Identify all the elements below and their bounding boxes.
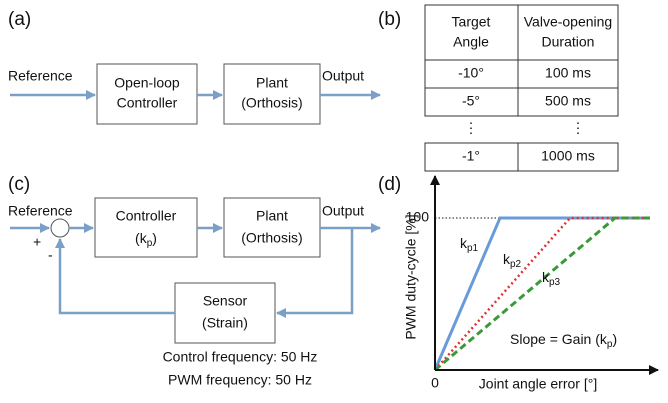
panel-label: (b) bbox=[378, 9, 401, 30]
sign: + bbox=[33, 234, 41, 250]
block-text: Controller bbox=[117, 95, 178, 111]
panel-label: (c) bbox=[8, 174, 30, 195]
panel-b: (b) Target Angle Valve-opening Duration … bbox=[378, 4, 619, 172]
cell: -1° bbox=[462, 148, 480, 164]
panel-a: (a) Reference Open-loop Controller Plant… bbox=[8, 9, 381, 125]
table-row bbox=[424, 59, 619, 89]
block-text: Controller bbox=[116, 208, 177, 224]
sign: - bbox=[48, 247, 53, 263]
header-text: Target bbox=[452, 14, 491, 30]
note: PWM frequency: 50 Hz bbox=[168, 372, 312, 388]
summing-junction bbox=[50, 218, 70, 238]
block bbox=[223, 197, 321, 258]
panel-label: (d) bbox=[378, 174, 401, 195]
slope-note: Slope = Gain (kp) bbox=[510, 331, 617, 350]
input-label: Reference bbox=[8, 68, 73, 84]
table-header bbox=[424, 4, 619, 61]
input-label: Reference bbox=[8, 203, 73, 219]
y-tick-label: 100 bbox=[406, 209, 430, 225]
origin-label: 0 bbox=[431, 375, 439, 391]
curve-label: kp2 bbox=[503, 251, 522, 270]
block-text: Open-loop bbox=[114, 75, 180, 91]
panel-label: (a) bbox=[8, 9, 31, 30]
feedback-arrow bbox=[276, 228, 354, 318]
x-axis-label: Joint angle error [°] bbox=[479, 376, 597, 392]
cell: 500 ms bbox=[545, 93, 591, 109]
header-text: Angle bbox=[453, 34, 489, 50]
header-text: Duration bbox=[542, 34, 595, 50]
output-label: Output bbox=[322, 68, 364, 84]
block-text: (Orthosis) bbox=[241, 95, 302, 111]
block bbox=[94, 197, 198, 258]
block-text: (Strain) bbox=[202, 315, 248, 331]
cell: 100 ms bbox=[545, 65, 591, 81]
table-row bbox=[424, 87, 619, 117]
curve-label: kp1 bbox=[460, 235, 479, 254]
cell: 1000 ms bbox=[541, 148, 595, 164]
feedback-arrow bbox=[55, 238, 175, 315]
note: Control frequency: 50 Hz bbox=[163, 349, 318, 365]
ellipsis: ⋮ bbox=[571, 120, 585, 136]
cell: -10° bbox=[458, 65, 484, 81]
panel-d: (d) 100 0 PWM duty-cycle [%] Joint angle… bbox=[378, 174, 659, 392]
block-text: Plant bbox=[256, 208, 288, 224]
block-text: Plant bbox=[256, 75, 288, 91]
block bbox=[174, 282, 276, 344]
block bbox=[223, 63, 321, 125]
block-text: (kp) bbox=[135, 230, 157, 249]
block-text: (Orthosis) bbox=[241, 230, 302, 246]
table-row bbox=[424, 142, 619, 172]
curve-kp3 bbox=[434, 216, 650, 372]
ellipsis: ⋮ bbox=[464, 120, 478, 136]
y-axis-label: PWM duty-cycle [%] bbox=[403, 214, 419, 339]
panel-c: (c) Reference + - Controller (kp) Plant … bbox=[8, 174, 381, 388]
curve-label: kp3 bbox=[542, 269, 561, 288]
header-text: Valve-opening bbox=[524, 14, 612, 30]
block-text: Sensor bbox=[203, 293, 248, 309]
output-label: Output bbox=[322, 203, 364, 219]
cell: -5° bbox=[462, 93, 480, 109]
curve-kp1 bbox=[433, 216, 650, 371]
